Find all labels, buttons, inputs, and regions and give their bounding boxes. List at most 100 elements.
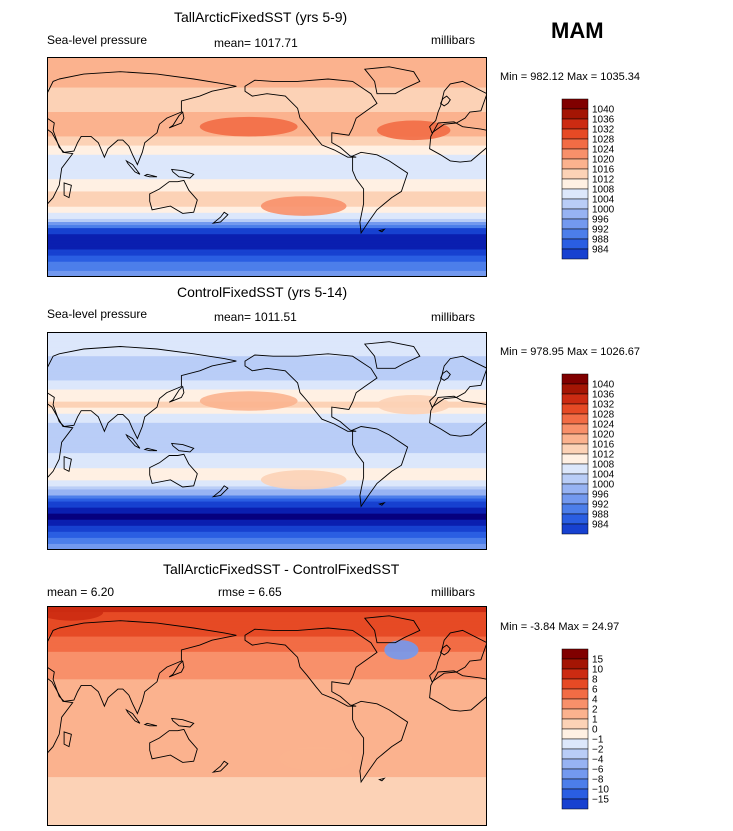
coastline	[244, 353, 378, 432]
field-band	[47, 163, 487, 168]
panel1-minmax: Min = 982.12 Max = 1035.34	[500, 71, 641, 83]
field-band	[47, 746, 487, 751]
field-band	[47, 703, 487, 708]
colorbar-box	[561, 218, 589, 230]
colorbar-label: 1024	[592, 145, 615, 156]
field-band	[47, 489, 487, 494]
coastline	[363, 615, 421, 644]
field-band	[47, 246, 487, 251]
colorbar-box	[561, 748, 589, 760]
coastline	[363, 66, 421, 95]
field-band	[47, 540, 487, 545]
coastline	[378, 777, 386, 782]
field-band	[47, 353, 487, 357]
field-anomaly	[260, 470, 347, 490]
colorbar-box	[561, 698, 589, 710]
field-band	[47, 483, 487, 488]
colorbar-box	[561, 158, 589, 170]
panel3-units-label: millibars	[431, 585, 476, 599]
colorbar-label: 984	[592, 520, 609, 531]
panel2-units-label: millibars	[431, 310, 476, 324]
colorbar-box	[561, 248, 589, 260]
coastline	[47, 402, 74, 480]
colorbar-box	[561, 503, 589, 515]
field-band	[47, 648, 487, 653]
colorbar-box	[561, 188, 589, 200]
field-band	[47, 731, 487, 735]
coastline	[352, 151, 409, 235]
field-band	[47, 700, 487, 705]
colorbar-label: 1004	[592, 195, 615, 206]
field-band	[47, 437, 487, 442]
field-band	[47, 374, 487, 379]
coastline	[211, 760, 229, 773]
field-band	[47, 422, 487, 427]
field-band	[47, 501, 487, 506]
colorbar-label: −4	[592, 755, 604, 766]
colorbar-label: 996	[592, 490, 609, 501]
field-band	[47, 688, 487, 693]
field-band	[47, 712, 487, 717]
field-band	[47, 492, 487, 497]
field-band	[47, 182, 487, 186]
field-band	[47, 87, 487, 92]
field-band	[47, 99, 487, 104]
panel1-map	[47, 57, 487, 277]
field-band	[47, 774, 487, 778]
coastline	[244, 627, 378, 707]
colorbar-box	[561, 118, 589, 130]
field-band	[47, 468, 487, 472]
colorbar-box	[561, 768, 589, 780]
field-band	[47, 167, 487, 171]
colorbar-box	[561, 128, 589, 140]
field-band	[47, 612, 487, 616]
coastline	[352, 700, 409, 784]
field-band	[47, 456, 487, 460]
field-band	[47, 413, 487, 418]
field-band	[47, 609, 487, 613]
field-anomaly	[199, 391, 298, 411]
colorbar-box	[561, 523, 589, 535]
field-band	[47, 173, 487, 177]
map-frame	[47, 606, 487, 826]
field-band	[47, 737, 487, 742]
panel1-title: TallArcticFixedSST (yrs 5-9)	[174, 9, 348, 25]
map-frame	[47, 57, 487, 277]
colorbar-label: 988	[592, 235, 609, 246]
field-anomaly	[47, 606, 104, 621]
colorbar-box	[561, 403, 589, 415]
coastline	[168, 385, 185, 403]
field-band	[47, 685, 487, 690]
field-band	[47, 621, 487, 625]
colorbar-label: 1020	[592, 155, 615, 166]
field-band	[47, 188, 487, 193]
field-band	[47, 84, 487, 89]
coastline	[352, 426, 409, 508]
field-band	[47, 102, 487, 107]
field-band	[47, 234, 487, 238]
panel3-rmse-label: rmse = 6.65	[218, 585, 282, 599]
colorbar-label: 1040	[592, 380, 615, 391]
coastline	[440, 370, 451, 381]
field-band	[47, 716, 487, 720]
field-band	[47, 822, 487, 826]
field-band	[47, 332, 487, 336]
coastline	[429, 121, 487, 163]
field-band	[47, 228, 487, 232]
colorbar-box	[561, 483, 589, 495]
field-band	[47, 606, 487, 610]
field-band	[47, 673, 487, 677]
field-band	[47, 813, 487, 818]
field-band	[47, 105, 487, 110]
coastline	[211, 211, 229, 224]
field-band	[47, 758, 487, 763]
field-band	[47, 462, 487, 466]
colorbar-box	[561, 168, 589, 180]
field-band	[47, 222, 487, 226]
field-band	[47, 157, 487, 162]
colorbar-label: 1020	[592, 430, 615, 441]
field-band	[47, 365, 487, 369]
field-band	[47, 231, 487, 235]
field-band	[47, 694, 487, 699]
field-band	[47, 749, 487, 754]
